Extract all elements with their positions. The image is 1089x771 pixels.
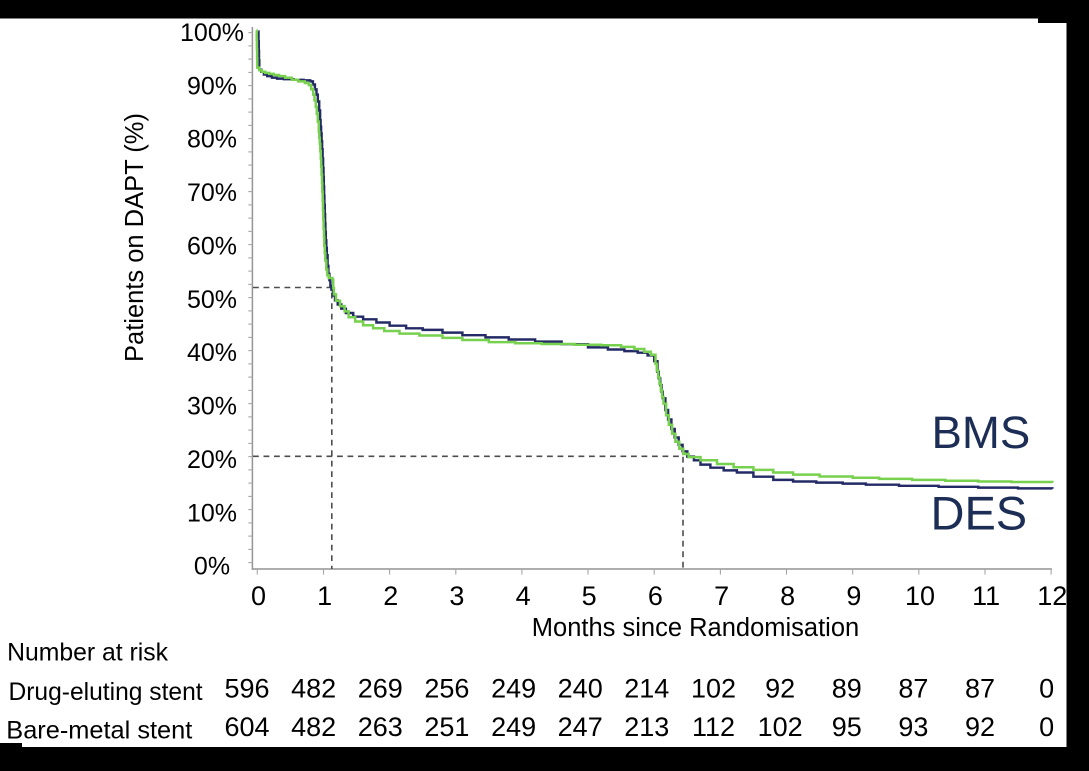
svg-text:3: 3	[449, 581, 464, 611]
svg-text:604: 604	[224, 712, 269, 742]
svg-text:89: 89	[832, 674, 862, 704]
svg-text:8: 8	[780, 581, 795, 611]
svg-text:BMS: BMS	[932, 407, 1031, 458]
svg-text:60%: 60%	[187, 233, 237, 261]
svg-text:214: 214	[624, 674, 669, 704]
svg-text:0: 0	[251, 581, 266, 611]
svg-text:0%: 0%	[194, 553, 230, 581]
svg-text:Drug-eluting stent: Drug-eluting stent	[8, 678, 202, 706]
svg-text:1: 1	[317, 581, 332, 611]
svg-text:6: 6	[648, 581, 663, 611]
svg-text:92: 92	[965, 712, 995, 742]
svg-text:482: 482	[291, 712, 336, 742]
svg-text:102: 102	[691, 674, 736, 704]
svg-text:70%: 70%	[187, 179, 237, 207]
svg-text:0: 0	[1039, 712, 1054, 742]
svg-text:DES: DES	[931, 486, 1028, 539]
svg-text:50%: 50%	[187, 286, 237, 314]
svg-text:596: 596	[224, 674, 269, 704]
svg-text:11: 11	[972, 581, 1000, 611]
svg-text:240: 240	[558, 674, 603, 704]
svg-text:249: 249	[491, 712, 536, 742]
svg-text:9: 9	[846, 581, 861, 611]
svg-text:Months since Randomisation: Months since Randomisation	[532, 614, 859, 642]
svg-text:87: 87	[965, 674, 995, 704]
svg-text:251: 251	[424, 712, 469, 742]
svg-text:Bare-metal stent: Bare-metal stent	[6, 716, 192, 744]
svg-text:10: 10	[905, 581, 935, 611]
svg-text:30%: 30%	[187, 393, 237, 421]
svg-text:247: 247	[558, 712, 603, 742]
svg-text:263: 263	[358, 712, 403, 742]
svg-text:100%: 100%	[180, 19, 244, 47]
svg-text:4: 4	[516, 581, 531, 611]
svg-text:0: 0	[1039, 674, 1054, 704]
svg-text:95: 95	[832, 712, 862, 742]
svg-text:92: 92	[765, 674, 795, 704]
svg-text:112: 112	[692, 712, 735, 742]
svg-text:256: 256	[424, 674, 469, 704]
svg-text:249: 249	[491, 674, 536, 704]
svg-text:2: 2	[383, 581, 398, 611]
svg-text:213: 213	[624, 712, 669, 742]
svg-text:93: 93	[898, 712, 928, 742]
svg-text:12: 12	[1037, 581, 1067, 611]
svg-text:5: 5	[582, 581, 597, 611]
svg-text:87: 87	[898, 674, 928, 704]
svg-text:482: 482	[291, 674, 336, 704]
svg-text:80%: 80%	[187, 126, 237, 154]
svg-text:Patients on DAPT (%): Patients on DAPT (%)	[121, 113, 149, 362]
svg-text:10%: 10%	[187, 499, 237, 527]
svg-text:40%: 40%	[187, 339, 237, 367]
svg-text:102: 102	[758, 712, 803, 742]
svg-text:20%: 20%	[187, 446, 237, 474]
svg-text:269: 269	[358, 674, 403, 704]
svg-text:90%: 90%	[187, 72, 237, 100]
svg-text:Number at risk: Number at risk	[7, 639, 168, 667]
svg-text:7: 7	[714, 581, 729, 611]
